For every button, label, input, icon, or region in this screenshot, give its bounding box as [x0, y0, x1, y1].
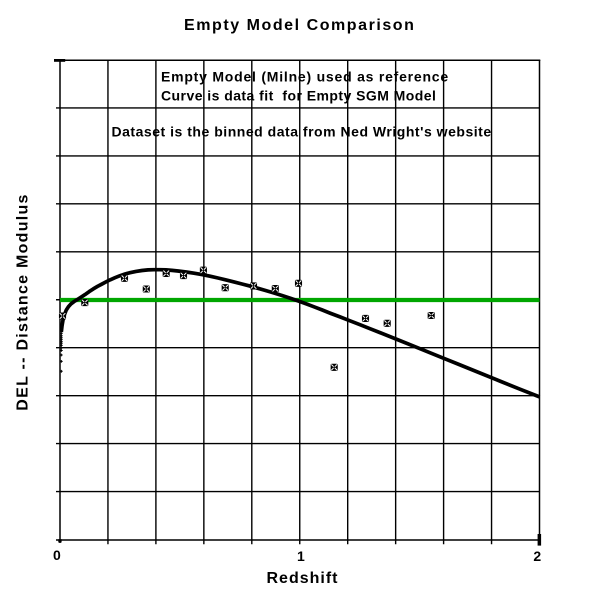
svg-text:DEL -- Distance Modulus: DEL -- Distance Modulus: [15, 193, 32, 410]
svg-text:Empty Model (Milne) used as re: Empty Model (Milne) used as reference: [161, 69, 449, 85]
svg-text:Curve is data fit for Empty S: Curve is data fit for Empty SGM Model: [161, 88, 436, 104]
svg-text:0: 0: [53, 547, 61, 563]
svg-text:Empty Model Comparison: Empty Model Comparison: [184, 17, 415, 34]
svg-text:1: 1: [297, 548, 305, 564]
svg-text:Redshift: Redshift: [267, 570, 339, 587]
svg-text:2: 2: [533, 548, 541, 564]
svg-text:Dataset is the binned data fro: Dataset is the binned data from Ned Wrig…: [112, 123, 492, 139]
